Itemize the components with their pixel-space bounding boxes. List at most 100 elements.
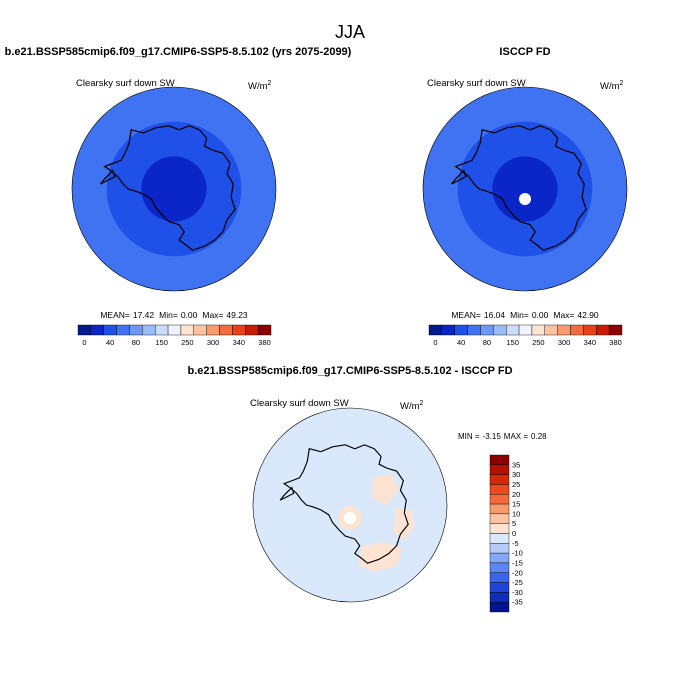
diff-colorbar-box-2 — [489, 474, 510, 485]
obs-colorbar-box-1 — [441, 324, 455, 336]
diff-colorbar-box-0 — [489, 454, 510, 466]
obs-colorbar-tick-0: 0 — [433, 338, 437, 347]
obs-colorbar-tick-1: 40 — [457, 338, 465, 347]
diff-colorbar-box-15 — [489, 601, 510, 613]
model-colorbar-box-5 — [142, 324, 156, 336]
model-colorbar-box-1 — [90, 324, 104, 336]
diff-colorbar-box-12 — [489, 572, 510, 583]
diff-colorbar-box-14 — [489, 592, 510, 603]
diff-colorbar-box-11 — [489, 562, 510, 573]
obs-colorbar-tick-6: 340 — [584, 338, 597, 347]
model-colorbar-box-6 — [154, 324, 169, 336]
diff-positive-patch-0 — [372, 474, 398, 505]
panel-model: b.e21.BSSP585cmip6.f09_g17.CMIP6-SSP5-8.… — [5, 46, 352, 347]
model-colorbar-tick-3: 150 — [155, 338, 168, 347]
model-colorbar-box-3 — [116, 324, 130, 336]
model-colorbar-box-12 — [232, 324, 246, 336]
obs-colorbar-box-3 — [467, 324, 481, 336]
obs-colorbar-box-8 — [531, 324, 546, 336]
map-border-obs — [422, 86, 628, 292]
model-colorbar-box-7 — [167, 324, 182, 336]
diff-colorbar-tick-4: 15 — [512, 500, 520, 509]
panel-diff: b.e21.BSSP585cmip6.f09_g17.CMIP6-SSP5-8.… — [187, 365, 547, 613]
model-colorbar-tick-5: 300 — [207, 338, 220, 347]
obs-colorbar-tick-3: 150 — [506, 338, 519, 347]
panel-diff-subtitle: Clearsky surf down SW — [250, 398, 349, 409]
obs-colorbar-box-13 — [596, 324, 610, 336]
map-border-diff — [252, 407, 448, 603]
obs-colorbar-box-5 — [493, 324, 507, 336]
panel-model-stats: MEAN= 17.42 Min= 0.00 Max= 49.23 — [100, 310, 248, 320]
model-colorbar-box-13 — [245, 324, 259, 336]
model-ring-2 — [141, 156, 207, 222]
diff-colorbar-tick-10: -15 — [512, 558, 523, 567]
obs-ring-2 — [492, 156, 558, 222]
model-colorbar-box-9 — [193, 324, 207, 336]
diff-colorbar-box-8 — [489, 533, 510, 544]
model-colorbar-tick-7: 380 — [258, 338, 271, 347]
polar-map-diff — [253, 408, 447, 602]
map-border-model — [71, 86, 277, 292]
diff-colorbar-box-6 — [489, 513, 510, 524]
panel-obs: ISCCP FD Clearsky surf down SW W/m2 MEAN… — [422, 46, 628, 347]
model-colorbar-box-2 — [103, 324, 117, 336]
diff-colorbar-tick-2: 25 — [512, 480, 520, 489]
diff-colorbar-tick-13: -30 — [512, 588, 523, 597]
obs-colorbar-box-9 — [544, 324, 558, 336]
model-colorbar-box-4 — [129, 324, 143, 336]
diff-colorbar-box-9 — [489, 543, 510, 554]
model-colorbar-tick-1: 40 — [106, 338, 114, 347]
obs-colorbar-box-12 — [583, 324, 597, 336]
diff-pole-hole — [344, 512, 356, 524]
panel-model-subtitle: Clearsky surf down SW — [76, 78, 175, 89]
polar-map-obs — [423, 87, 627, 291]
diff-positive-patch-2 — [358, 542, 402, 572]
diff-colorbar-box-7 — [489, 523, 510, 534]
diff-colorbar-box-1 — [489, 464, 510, 475]
model-colorbar-tick-2: 80 — [132, 338, 140, 347]
panel-obs-title: ISCCP FD — [499, 46, 550, 58]
diff-colorbar-box-5 — [489, 503, 510, 515]
obs-colorbar-box-6 — [506, 324, 520, 336]
obs-colorbar-tick-5: 300 — [558, 338, 571, 347]
diff-colorbar-tick-0: 35 — [512, 460, 520, 469]
diff-colorbar-tick-14: -35 — [512, 598, 523, 607]
diff-positive-patch-1 — [394, 508, 414, 540]
diff-colorbar-tick-6: 5 — [512, 519, 516, 528]
diff-colorbar-box-4 — [489, 494, 510, 505]
diff-colorbar-tick-1: 30 — [512, 470, 520, 479]
model-colorbar-tick-6: 340 — [233, 338, 246, 347]
diff-background — [253, 408, 447, 602]
polar-map-model — [72, 87, 276, 291]
obs-colorbar-box-14 — [608, 324, 623, 336]
panel-model-units: W/m2 — [248, 80, 272, 92]
diff-colorbar-box-13 — [489, 582, 510, 593]
panel-model-title: b.e21.BSSP585cmip6.f09_g17.CMIP6-SSP5-8.… — [5, 46, 352, 58]
diff-colorbar-tick-5: 10 — [512, 509, 520, 518]
model-colorbar-box-11 — [219, 324, 233, 336]
panel-diff-title: b.e21.BSSP585cmip6.f09_g17.CMIP6-SSP5-8.… — [187, 365, 512, 377]
diff-colorbar-tick-11: -20 — [512, 568, 523, 577]
model-colorbar-box-14 — [257, 324, 272, 336]
diff-colorbar-tick-12: -25 — [512, 578, 523, 587]
model-colorbar-tick-4: 250 — [181, 338, 194, 347]
model-colorbar-tick-0: 0 — [82, 338, 86, 347]
diff-colorbar-tick-9: -10 — [512, 549, 523, 558]
panel-diff-units: W/m2 — [400, 400, 424, 412]
obs-missing-data-patch — [519, 193, 531, 205]
model-colorbar-box-8 — [180, 324, 195, 336]
diff-colorbar-tick-8: -5 — [512, 539, 519, 548]
obs-colorbar-box-4 — [480, 324, 494, 336]
colorbar-model: 0 40 80 150 250 300 340 380 — [77, 324, 272, 347]
obs-colorbar-tick-2: 80 — [483, 338, 491, 347]
model-colorbar-box-10 — [206, 324, 220, 336]
panel-obs-subtitle: Clearsky surf down SW — [427, 78, 526, 89]
obs-colorbar-box-2 — [454, 324, 468, 336]
diff-colorbar-tick-7: 0 — [512, 529, 516, 538]
obs-colorbar-box-11 — [570, 324, 584, 336]
panel-obs-stats: MEAN= 16.04 Min= 0.00 Max= 42.90 — [451, 310, 599, 320]
colorbar-obs: 0 40 80 150 250 300 340 380 — [428, 324, 623, 347]
model-colorbar-box-0 — [77, 324, 92, 336]
